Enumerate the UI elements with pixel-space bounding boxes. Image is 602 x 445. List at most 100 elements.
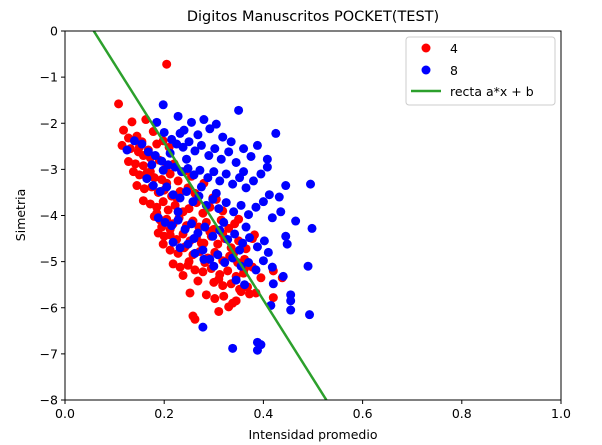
point-8 bbox=[158, 100, 168, 110]
x-tick-label: 0.4 bbox=[253, 406, 273, 421]
point-8 bbox=[211, 188, 221, 198]
point-8 bbox=[291, 216, 301, 226]
point-8 bbox=[173, 207, 183, 217]
point-8 bbox=[137, 139, 147, 149]
point-8 bbox=[251, 265, 261, 275]
point-8 bbox=[198, 322, 208, 332]
point-8 bbox=[189, 234, 199, 244]
point-4 bbox=[168, 259, 178, 269]
point-8 bbox=[267, 213, 277, 223]
point-4 bbox=[138, 196, 148, 206]
y-tick-label: −2 bbox=[40, 116, 58, 131]
point-4 bbox=[193, 276, 203, 286]
x-axis: 0.0 0.2 0.4 0.6 0.8 1.0 bbox=[55, 400, 571, 421]
point-8 bbox=[231, 157, 241, 167]
point-8 bbox=[173, 111, 183, 121]
legend-marker-4 bbox=[421, 43, 431, 53]
legend-label-8: 8 bbox=[450, 63, 458, 78]
point-4 bbox=[224, 302, 234, 312]
point-8 bbox=[231, 275, 241, 285]
point-8 bbox=[305, 310, 315, 320]
point-8 bbox=[208, 231, 218, 241]
point-4 bbox=[218, 281, 228, 291]
point-8 bbox=[244, 258, 254, 268]
point-8 bbox=[213, 250, 223, 260]
point-8 bbox=[224, 147, 234, 157]
point-4 bbox=[231, 296, 241, 306]
point-8 bbox=[230, 229, 240, 239]
point-8 bbox=[244, 210, 254, 220]
point-8 bbox=[235, 245, 245, 255]
point-8 bbox=[221, 169, 231, 179]
point-4 bbox=[134, 170, 144, 180]
point-8 bbox=[281, 231, 291, 241]
point-8 bbox=[183, 163, 193, 173]
point-8 bbox=[276, 207, 286, 217]
point-4 bbox=[234, 214, 244, 224]
x-tick-label: 0.6 bbox=[353, 406, 373, 421]
point-4 bbox=[162, 59, 172, 69]
point-4 bbox=[158, 239, 168, 249]
point-8 bbox=[211, 119, 221, 129]
point-8 bbox=[241, 222, 251, 232]
y-tick-label: −4 bbox=[40, 208, 58, 223]
point-8 bbox=[234, 105, 244, 115]
point-4 bbox=[214, 274, 224, 284]
point-8 bbox=[168, 190, 178, 200]
point-8 bbox=[262, 154, 272, 164]
point-4 bbox=[198, 208, 208, 218]
point-8 bbox=[220, 258, 230, 268]
point-8 bbox=[221, 198, 231, 208]
point-8 bbox=[180, 224, 190, 234]
point-8 bbox=[240, 280, 250, 290]
point-8 bbox=[258, 256, 268, 266]
point-8 bbox=[184, 137, 194, 147]
point-4 bbox=[185, 288, 195, 298]
point-4 bbox=[123, 157, 133, 167]
point-8 bbox=[281, 181, 291, 191]
point-4 bbox=[127, 117, 137, 127]
y-tick-label: −3 bbox=[40, 162, 58, 177]
point-4 bbox=[213, 239, 223, 249]
fit-line-layer bbox=[92, 31, 328, 400]
point-8 bbox=[196, 182, 206, 192]
point-8 bbox=[193, 130, 203, 140]
series-8 bbox=[122, 100, 317, 355]
point-8 bbox=[239, 167, 249, 177]
point-8 bbox=[129, 136, 139, 146]
point-4 bbox=[138, 161, 148, 171]
point-4 bbox=[210, 294, 220, 304]
point-4 bbox=[201, 290, 211, 300]
point-8 bbox=[271, 128, 281, 138]
point-4 bbox=[119, 125, 129, 135]
x-tick-label: 0.8 bbox=[452, 406, 472, 421]
y-tick-label: −1 bbox=[40, 70, 58, 85]
point-4 bbox=[158, 197, 168, 207]
point-8 bbox=[258, 197, 268, 207]
point-8 bbox=[307, 223, 317, 233]
point-4 bbox=[214, 306, 224, 316]
point-8 bbox=[182, 154, 192, 164]
point-8 bbox=[209, 261, 219, 271]
fit-line bbox=[92, 31, 328, 400]
point-4 bbox=[196, 238, 206, 248]
point-8 bbox=[188, 197, 198, 207]
point-4 bbox=[184, 204, 194, 214]
point-4 bbox=[184, 257, 194, 267]
point-4 bbox=[175, 262, 185, 272]
point-8 bbox=[168, 237, 178, 247]
point-4 bbox=[188, 311, 198, 321]
point-8 bbox=[162, 182, 172, 192]
point-8 bbox=[264, 190, 274, 200]
point-4 bbox=[245, 289, 255, 299]
y-tick-label: −8 bbox=[40, 393, 58, 408]
point-8 bbox=[278, 271, 288, 281]
point-8 bbox=[286, 296, 296, 306]
point-8 bbox=[199, 254, 209, 264]
point-8 bbox=[158, 165, 168, 175]
point-8 bbox=[282, 239, 292, 249]
y-tick-label: 0 bbox=[50, 24, 58, 39]
point-8 bbox=[190, 248, 200, 258]
point-8 bbox=[215, 176, 225, 186]
